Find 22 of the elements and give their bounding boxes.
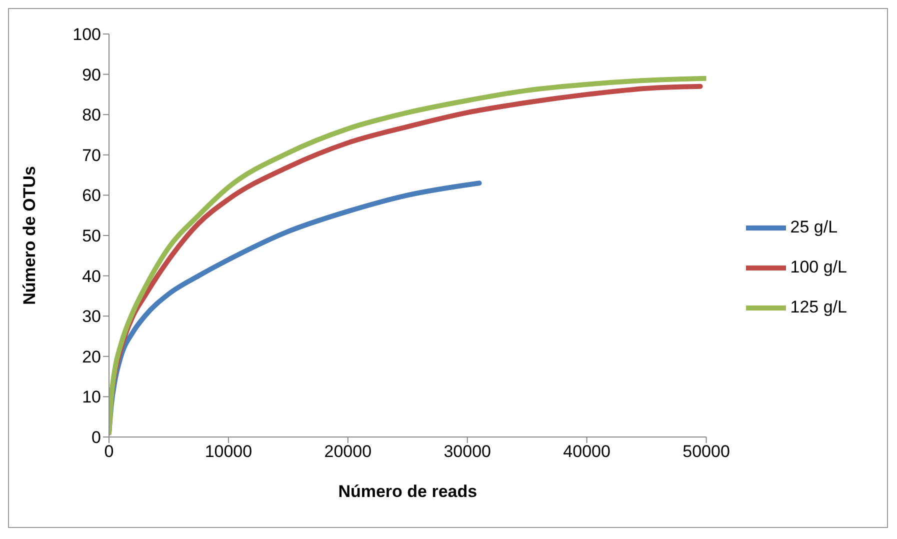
y-tick-label: 40 — [82, 266, 101, 286]
y-tick-label: 80 — [82, 106, 101, 125]
y-tick-label: 100 — [72, 25, 101, 44]
y-tick-label: 50 — [82, 226, 101, 246]
x-tick-label: 30000 — [444, 442, 491, 462]
y-tick-label: 90 — [82, 65, 101, 84]
x-tick-label: 50000 — [682, 442, 730, 462]
y-tick-label: 20 — [82, 347, 101, 366]
y-tick-label: 60 — [82, 186, 101, 206]
x-tick-label: 40000 — [563, 442, 610, 462]
legend-label: 100 g/L — [790, 257, 847, 276]
y-tick-label: 70 — [82, 146, 101, 165]
y-axis-title: Número de OTUs — [20, 166, 40, 305]
x-tick-label: 0 — [104, 442, 114, 462]
x-tick-label: 20000 — [324, 442, 372, 462]
y-tick-label: 30 — [82, 307, 101, 326]
y-tick-label: 10 — [82, 388, 101, 407]
x-axis-title: Número de reads — [338, 482, 478, 501]
x-tick-label: 10000 — [204, 442, 252, 462]
y-tick-label: 0 — [92, 428, 101, 448]
legend-label: 25 g/L — [790, 217, 838, 236]
legend-label: 125 g/L — [790, 297, 847, 316]
